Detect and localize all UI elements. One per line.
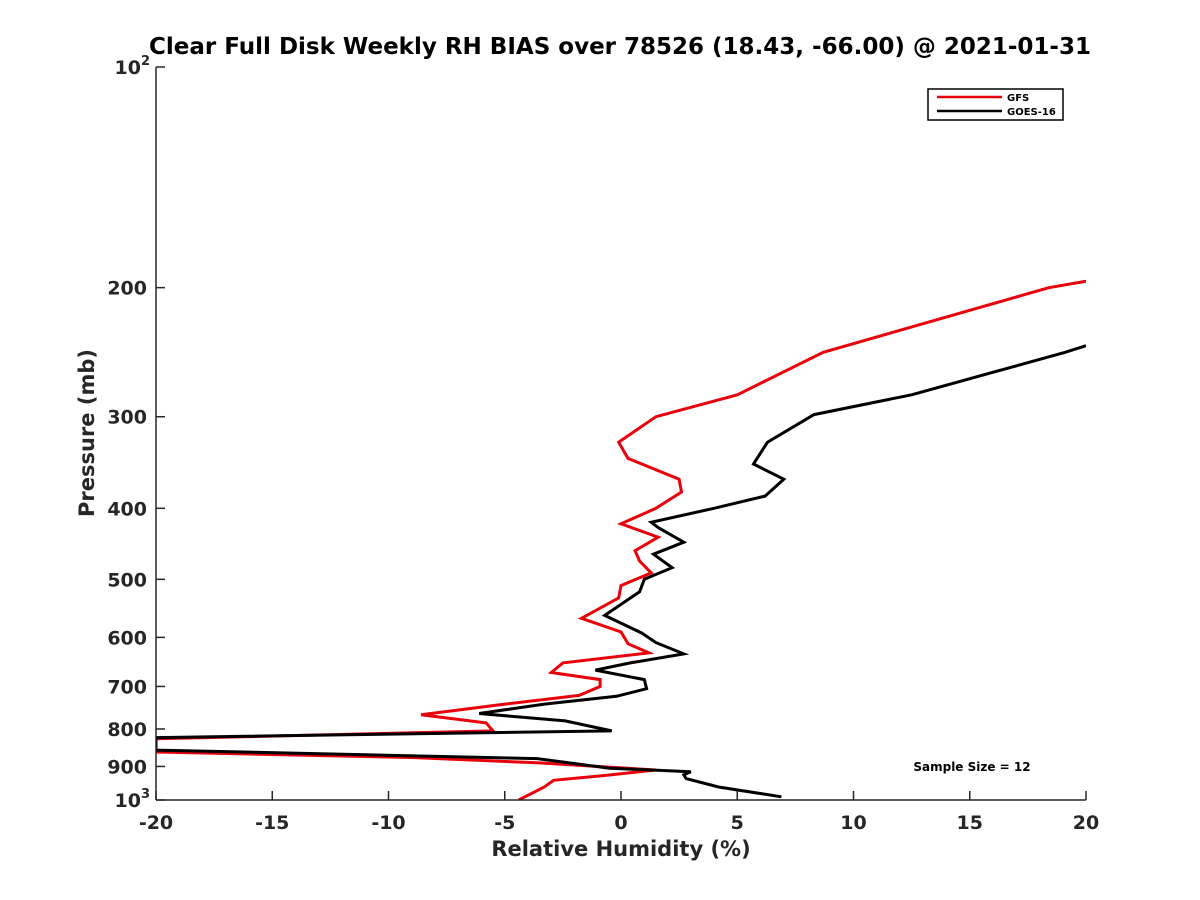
sample-size-annotation: Sample Size = 12 bbox=[913, 760, 1030, 774]
series-line-gfs bbox=[156, 279, 1086, 800]
legend-label-gfs: GFS bbox=[1007, 93, 1029, 104]
series-line-goes16 bbox=[156, 344, 1086, 799]
y-tick-label: 900 bbox=[107, 756, 147, 778]
y-tick-label: 700 bbox=[107, 676, 147, 698]
x-tick-label: 20 bbox=[1073, 812, 1099, 834]
legend-box bbox=[927, 88, 1064, 121]
legend: GFS GOES-16 bbox=[927, 88, 1064, 121]
x-tick-label: 5 bbox=[731, 812, 744, 834]
x-axis-label: Relative Humidity (%) bbox=[491, 837, 750, 861]
x-tick-label: -15 bbox=[255, 812, 289, 834]
x-tick-label: 15 bbox=[957, 812, 983, 834]
y-tick-label: 102 bbox=[115, 54, 151, 79]
x-tick-label: 0 bbox=[614, 812, 627, 834]
y-tick-label: 600 bbox=[107, 627, 147, 649]
y-tick-label: 500 bbox=[107, 569, 147, 591]
y-tick-label: 300 bbox=[107, 407, 147, 429]
x-tick-label: -20 bbox=[139, 812, 173, 834]
y-tick-label: 800 bbox=[107, 719, 147, 741]
chart-title: Clear Full Disk Weekly RH BIAS over 7852… bbox=[149, 34, 1091, 60]
y-axis-label: Pressure (mb) bbox=[75, 349, 99, 517]
legend-label-goes16: GOES-16 bbox=[1007, 107, 1056, 118]
y-tick-label: 200 bbox=[107, 278, 147, 300]
x-tick-label: -10 bbox=[371, 812, 405, 834]
x-tick-label: -5 bbox=[494, 812, 515, 834]
x-tick-label: 10 bbox=[840, 812, 866, 834]
y-tick-label: 400 bbox=[107, 498, 147, 520]
y-tick-label: 103 bbox=[115, 787, 151, 812]
